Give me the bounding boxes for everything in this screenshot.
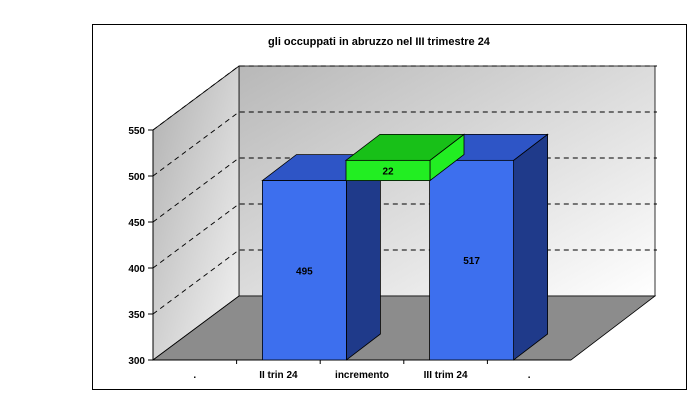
bar-side	[513, 133, 549, 361]
bar	[428, 133, 549, 361]
bars	[261, 133, 549, 361]
chart-frame: gli occuppati in abruzzo nel III trimest…	[92, 24, 687, 390]
y-tick-label: 350	[128, 310, 145, 321]
bar-front	[429, 159, 515, 361]
bar-side	[345, 153, 381, 361]
chart-title: gli occuppati in abruzzo nel III trimest…	[268, 36, 491, 48]
y-tick-label: 550	[128, 126, 145, 137]
y-tick-label: 500	[128, 172, 145, 183]
x-tick-label: incremento	[335, 370, 389, 381]
bar	[261, 153, 382, 361]
data-label: 495	[296, 266, 313, 277]
x-tick-labels: . II trin 24 incremento III trim 24.	[193, 360, 531, 381]
x-tick-label: II trin 24	[259, 370, 298, 381]
bar-front	[261, 180, 347, 361]
chart-svg: gli occuppati in abruzzo nel III trimest…	[128, 36, 657, 381]
chart-floor	[151, 295, 657, 361]
data-label: 517	[463, 256, 480, 267]
data-labels: 495 517 22	[296, 166, 480, 277]
gridlines	[148, 65, 657, 361]
y-tick-label: 400	[128, 264, 145, 275]
y-tick-labels: 300 350 400 450 500 550	[128, 126, 145, 367]
y-tick-label: 300	[128, 356, 145, 367]
data-label: 22	[382, 166, 394, 177]
x-tick-label: III trim 24	[424, 370, 468, 381]
increment-bar-front	[345, 159, 431, 182]
x-tick-label: .	[193, 370, 196, 381]
x-tick-label: .	[528, 370, 531, 381]
increment-bar	[344, 133, 466, 182]
y-tick-label: 450	[128, 218, 145, 229]
